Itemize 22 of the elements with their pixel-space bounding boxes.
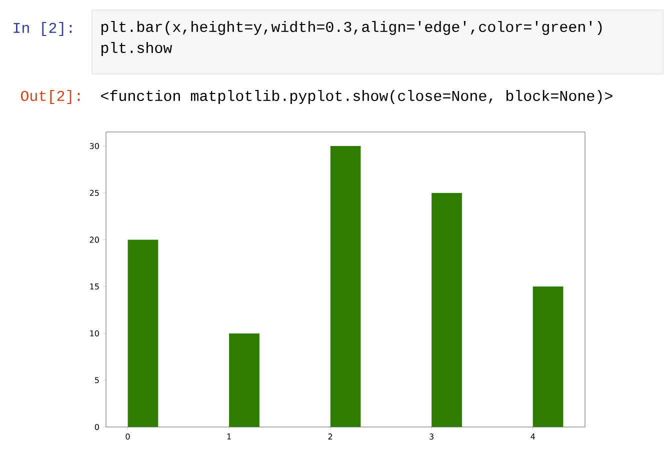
y-tick-label: 0: [94, 424, 99, 430]
bar: [330, 146, 361, 427]
text: In [2]:: [14, 22, 72, 36]
text: plt.bar(x,height=y,width=0.3,align='edge',color='green'): [102, 21, 602, 35]
y-tick-label: 15: [90, 284, 99, 290]
bar: [432, 192, 462, 427]
y-tick-label: 10: [90, 330, 99, 336]
bar: [532, 286, 564, 427]
y-tick-label: 20: [90, 236, 99, 243]
text: plt.show: [102, 42, 172, 56]
x-tick-label: 3: [430, 434, 434, 440]
y-tick-label: 30: [90, 143, 99, 150]
bar: [128, 240, 158, 427]
y-tick-label: 25: [90, 190, 99, 196]
x-tick-label: 1: [227, 434, 231, 440]
bar: [229, 333, 260, 427]
text: Out[2]:: [20, 90, 80, 104]
x-tick-label: 4: [530, 434, 535, 440]
text: <function matplotlib.pyplot.show(close=None, block=None)>: [101, 90, 612, 104]
x-tick-label: 2: [328, 434, 332, 440]
x-tick-label: 0: [126, 434, 130, 440]
y-tick-label: 5: [94, 377, 99, 384]
